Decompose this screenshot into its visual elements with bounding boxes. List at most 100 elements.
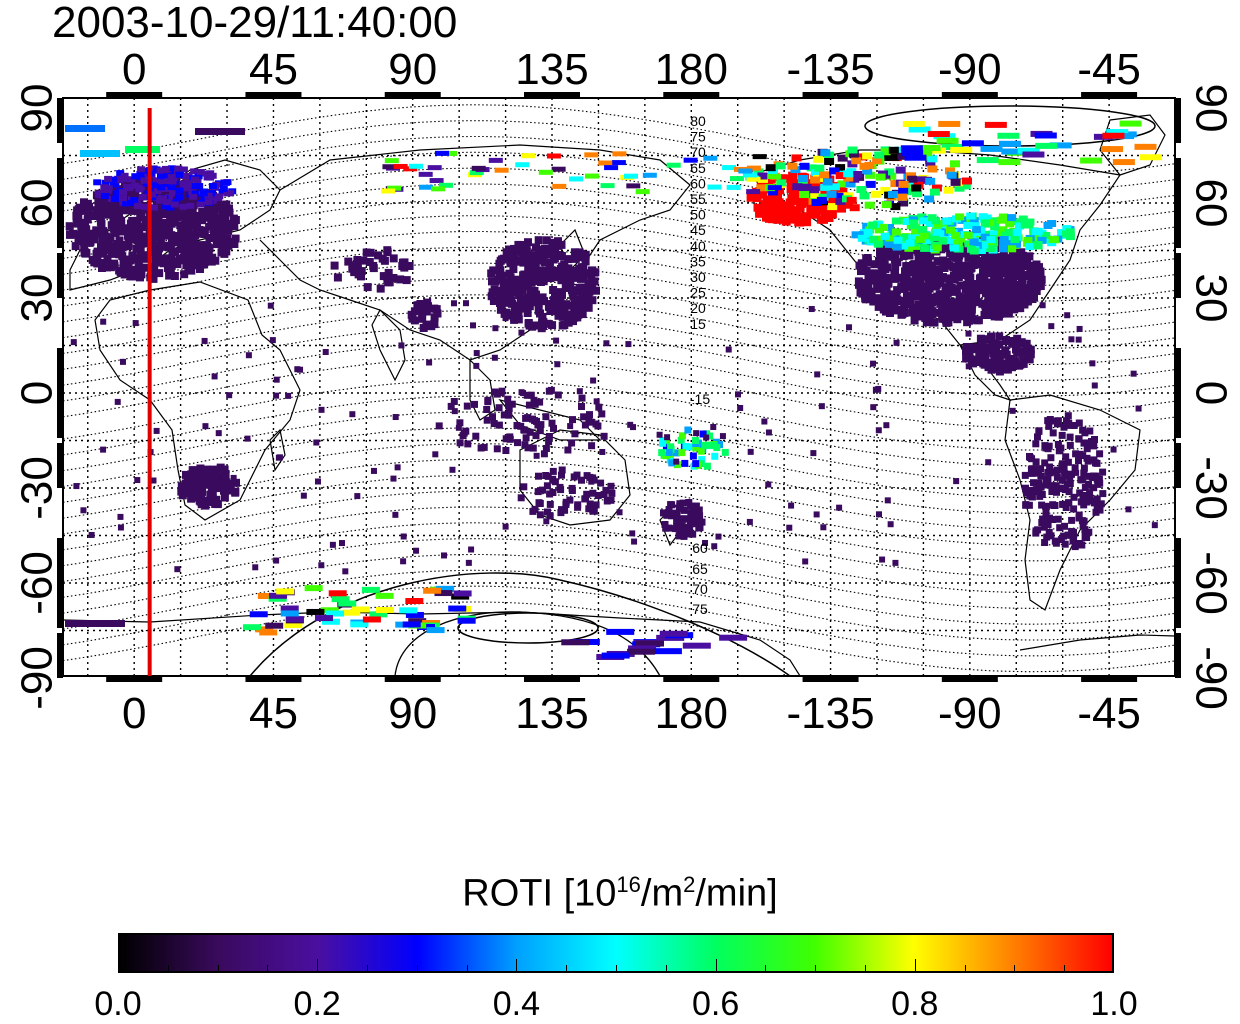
roti-point <box>1065 228 1075 236</box>
roti-point <box>1125 506 1132 513</box>
roti-point <box>180 173 189 179</box>
roti-point <box>943 186 954 194</box>
roti-point <box>765 481 772 488</box>
roti-point <box>329 541 336 548</box>
roti-point <box>1058 462 1066 470</box>
roti-point <box>966 212 976 220</box>
roti-point <box>569 273 578 282</box>
roti-point <box>664 434 671 441</box>
roti-point <box>543 245 552 254</box>
roti-point <box>1005 297 1014 306</box>
roti-point <box>177 482 186 491</box>
roti-point <box>197 215 206 224</box>
roti-point <box>215 193 224 200</box>
roti-point <box>963 231 973 239</box>
roti-point <box>353 264 362 273</box>
roti-point <box>893 236 903 244</box>
roti-point <box>910 316 919 325</box>
roti-point <box>628 645 657 652</box>
contour-line <box>63 215 1175 286</box>
roti-point <box>1062 504 1070 511</box>
roti-point <box>776 201 786 210</box>
roti-point <box>104 175 113 182</box>
roti-point <box>551 166 566 172</box>
roti-point <box>863 228 873 236</box>
roti-point <box>205 234 214 242</box>
roti-point <box>974 316 983 325</box>
roti-point <box>228 482 235 489</box>
roti-point <box>542 236 551 245</box>
roti-point <box>598 410 606 418</box>
roti-point <box>611 160 626 166</box>
roti-point <box>746 189 761 195</box>
roti-point <box>673 519 681 527</box>
roti-point <box>350 621 369 628</box>
contour-line <box>63 278 1175 350</box>
roti-point <box>330 261 339 270</box>
roti-point <box>768 206 778 215</box>
roti-point <box>504 395 512 403</box>
roti-point <box>232 478 240 487</box>
roti-data-points <box>65 120 1162 660</box>
roti-point <box>205 222 214 231</box>
roti-point <box>390 475 397 482</box>
roti-point <box>835 164 846 172</box>
roti-point <box>821 205 830 214</box>
roti-point <box>863 254 872 262</box>
roti-point <box>946 237 956 244</box>
contour-line <box>63 395 1175 467</box>
roti-point <box>1065 419 1073 427</box>
roti-point <box>1065 531 1073 539</box>
roti-point <box>1044 521 1052 529</box>
roti-point <box>1012 240 1021 248</box>
roti-point <box>911 281 920 290</box>
roti-point <box>1042 481 1050 489</box>
roti-point <box>786 185 796 193</box>
x-axis-label-top: -135 <box>787 45 875 94</box>
roti-point <box>193 178 202 185</box>
roti-point <box>887 521 894 528</box>
roti-point <box>86 237 95 246</box>
roti-point <box>536 511 544 519</box>
roti-point <box>1068 516 1076 524</box>
roti-point <box>865 180 876 188</box>
roti-point <box>158 254 167 263</box>
contour-line <box>63 246 1175 318</box>
roti-point <box>1061 522 1069 530</box>
roti-point <box>984 121 1007 128</box>
roti-point <box>976 157 999 164</box>
roti-point <box>540 450 548 458</box>
roti-point <box>152 226 161 235</box>
roti-point <box>93 251 102 260</box>
roti-point <box>899 281 908 290</box>
roti-point <box>103 258 112 267</box>
roti-point <box>996 216 1006 224</box>
roti-point <box>886 172 897 180</box>
roti-point <box>1042 502 1049 510</box>
roti-point <box>557 252 566 260</box>
roti-point <box>378 254 387 263</box>
x-axis-label-bottom: 180 <box>655 689 728 738</box>
roti-point <box>1073 469 1080 476</box>
roti-point <box>488 157 503 163</box>
coastline <box>469 358 496 421</box>
roti-point <box>534 299 543 308</box>
roti-point <box>966 290 975 299</box>
frame-tick-right <box>1175 443 1181 488</box>
roti-point <box>523 275 532 284</box>
roti-point <box>134 176 143 185</box>
roti-point <box>931 217 941 225</box>
y-axis-label-left: 60 <box>13 179 62 228</box>
roti-point <box>120 172 129 179</box>
roti-point <box>873 294 882 303</box>
roti-point <box>760 200 770 209</box>
roti-point <box>495 404 503 412</box>
roti-point <box>862 222 872 230</box>
roti-point <box>426 627 445 634</box>
roti-point <box>217 230 226 239</box>
roti-point <box>681 527 689 535</box>
roti-point <box>921 265 930 273</box>
roti-point <box>1000 258 1009 266</box>
roti-point <box>1070 422 1078 429</box>
roti-point <box>917 213 927 221</box>
